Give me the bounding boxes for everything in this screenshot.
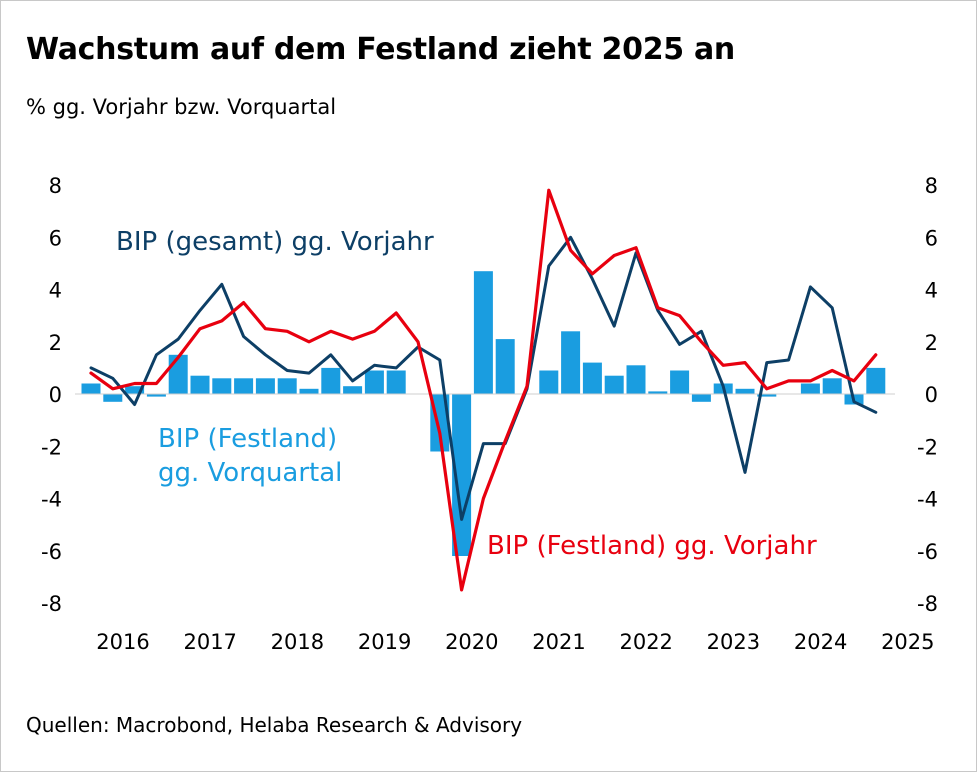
bar-2021Q3	[582, 362, 602, 394]
bar-2021Q1	[539, 370, 559, 394]
x-tick-2021: 2021	[532, 630, 585, 654]
y-tick-left-6: 6	[49, 226, 62, 250]
bar-2021Q4	[604, 375, 624, 394]
x-tick-2017: 2017	[183, 630, 236, 654]
bar-2022Q2	[648, 391, 668, 394]
y-tick-right--2: -2	[917, 435, 938, 459]
bar-2018Q2	[299, 388, 319, 394]
line-series	[89, 188, 878, 592]
bar-2017Q2	[212, 378, 232, 394]
y-axis-left: 8 6 4 2 0 -2 -4 -6 -8	[41, 174, 62, 616]
y-tick-left--6: -6	[41, 540, 62, 564]
y-tick-right-6: 6	[925, 226, 938, 250]
bar-2017Q4	[255, 378, 275, 394]
y-tick-right--4: -4	[917, 488, 938, 512]
y-tick-right-4: 4	[925, 279, 938, 303]
x-tick-2020: 2020	[445, 630, 498, 654]
bar-series-festland-vorquartal	[81, 271, 886, 556]
bar-2016Q2	[125, 386, 145, 394]
bar-2016Q4	[168, 354, 188, 394]
bar-2018Q1	[277, 378, 297, 394]
bar-2023Q3	[757, 394, 777, 397]
bar-2019Q1	[364, 370, 384, 394]
series-label-festland-vorquartal-line1: BIP (Festland)	[158, 424, 337, 454]
bar-2023Q2	[735, 388, 755, 394]
y-tick-right-0: 0	[925, 383, 938, 407]
y-tick-right-2: 2	[925, 331, 938, 355]
chart-title: Wachstum auf dem Festland zieht 2025 an	[26, 32, 735, 67]
y-tick-right-8: 8	[925, 174, 938, 198]
line-bip-gesamt-vorjahr	[89, 235, 878, 521]
bar-2024Q4	[866, 367, 886, 394]
line-bip-festland-vorjahr	[89, 188, 878, 592]
bar-2016Q3	[146, 394, 166, 397]
bar-2017Q3	[234, 378, 254, 394]
x-tick-2018: 2018	[271, 630, 324, 654]
y-tick-left--4: -4	[41, 488, 62, 512]
bar-2018Q4	[343, 386, 363, 394]
x-tick-2023: 2023	[707, 630, 760, 654]
y-tick-right--8: -8	[917, 592, 938, 616]
bar-2019Q2	[386, 370, 406, 394]
bar-2022Q3	[670, 370, 690, 394]
y-tick-left--8: -8	[41, 592, 62, 616]
bar-2021Q2	[561, 331, 581, 394]
bar-2024Q1	[800, 383, 820, 394]
bar-2015Q4	[81, 383, 101, 394]
x-tick-2019: 2019	[358, 630, 411, 654]
chart-subtitle: % gg. Vorjahr bzw. Vorquartal	[26, 95, 337, 119]
bar-2024Q2	[822, 378, 842, 394]
x-tick-2016: 2016	[96, 630, 149, 654]
x-tick-2024: 2024	[794, 630, 847, 654]
x-tick-2022: 2022	[619, 630, 672, 654]
bar-2022Q4	[691, 394, 711, 402]
bar-2017Q1	[190, 375, 210, 394]
x-tick-2025: 2025	[881, 630, 934, 654]
y-tick-left-8: 8	[49, 174, 62, 198]
bar-2020Q1	[452, 394, 472, 556]
y-tick-left-0: 0	[49, 383, 62, 407]
y-tick-left-2: 2	[49, 331, 62, 355]
source-note: Quellen: Macrobond, Helaba Research & Ad…	[26, 713, 523, 737]
y-axis-right: 8 6 4 2 0 -2 -4 -6 -8	[917, 174, 938, 616]
bar-2016Q1	[103, 394, 123, 402]
series-label-gesamt: BIP (gesamt) gg. Vorjahr	[116, 227, 434, 257]
bar-2020Q3	[495, 339, 515, 394]
series-label-festland-vorquartal-line2: gg. Vorquartal	[158, 458, 342, 488]
x-axis: 2016 2017 2018 2019 2020 2021 2022 2023 2024 2025	[96, 630, 934, 654]
bar-2018Q3	[321, 367, 341, 394]
y-tick-left-4: 4	[49, 279, 62, 303]
bar-2022Q1	[626, 365, 646, 394]
bar-2020Q2	[473, 271, 493, 394]
series-label-festland-vorjahr: BIP (Festland) gg. Vorjahr	[487, 531, 817, 561]
y-tick-right--6: -6	[917, 540, 938, 564]
y-tick-left--2: -2	[41, 435, 62, 459]
